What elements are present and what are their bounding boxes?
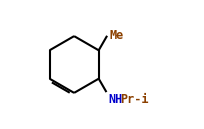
Text: Pr-i: Pr-i: [120, 93, 148, 106]
Text: NH: NH: [108, 93, 122, 106]
Text: Me: Me: [109, 29, 123, 42]
